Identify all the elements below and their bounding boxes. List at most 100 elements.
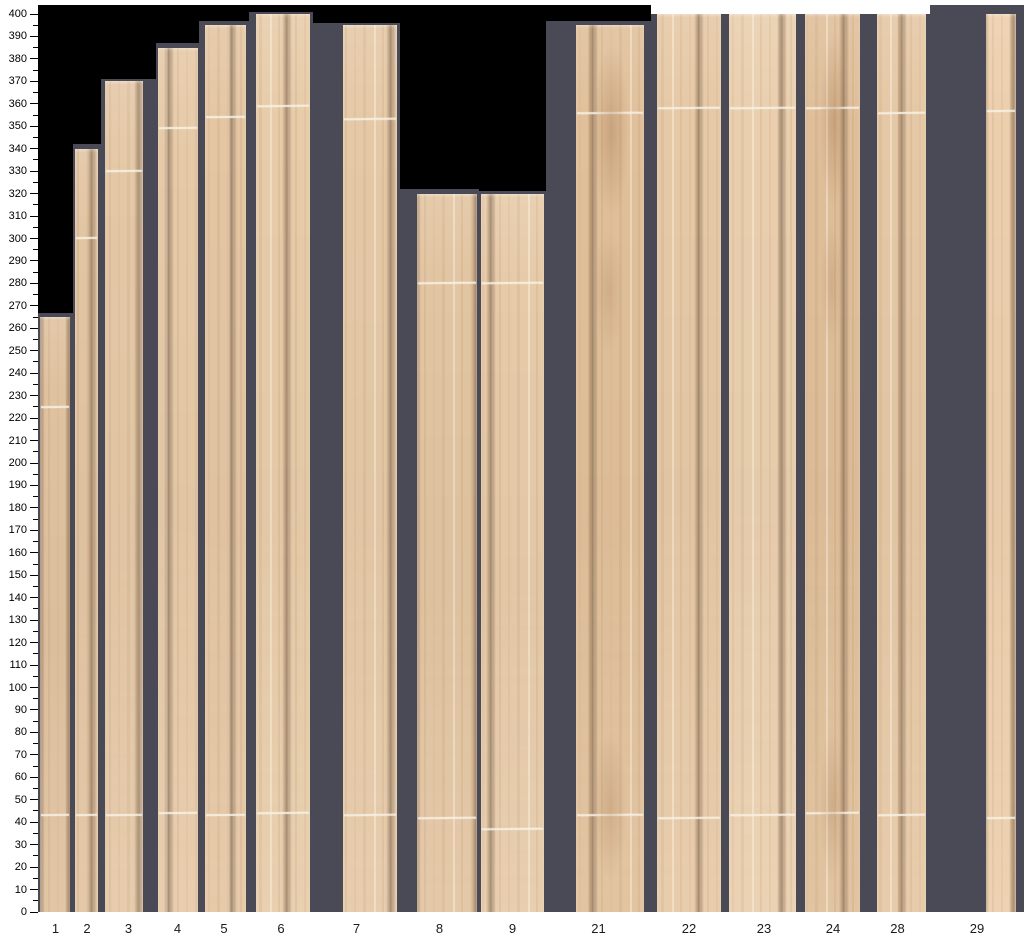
chalk-mark [105,814,143,817]
y-tick-label: 370 [8,75,27,88]
chalk-mark [417,816,477,819]
chalk-mark [205,116,246,119]
y-minor-tick [33,496,38,498]
y-tick-label: 130 [8,614,27,627]
y-major-tick [30,395,38,397]
y-tick-label: 290 [8,254,27,267]
y-tick-label: 10 [14,883,27,896]
plank-photo-strip [727,14,801,912]
y-major-tick [30,417,38,419]
y-tick-label: 20 [14,861,27,874]
y-minor-tick [33,832,38,834]
y-minor-tick [33,24,38,26]
y-tick-label: 340 [8,142,27,155]
x-tick-label: 4 [173,921,182,936]
y-major-tick [30,754,38,756]
chalk-mark [481,282,544,285]
y-minor-tick [33,653,38,655]
y-major-tick [30,13,38,15]
plank-photo-strip [199,20,249,912]
plank-photo-strip [865,14,930,912]
y-minor-tick [33,698,38,700]
y-minor-tick [33,204,38,206]
chalk-mark [986,816,1016,819]
x-tick-label: 7 [352,921,361,936]
chalk-mark [657,816,721,819]
y-major-tick [30,799,38,801]
plank [205,25,246,912]
y-minor-tick [33,136,38,138]
y-major-tick [30,170,38,172]
y-minor-tick [33,585,38,587]
chalk-mark [729,106,796,110]
chalk-mark [105,169,143,173]
y-minor-tick [33,47,38,49]
y-minor-tick [33,249,38,251]
y-major-tick [30,125,38,127]
y-major-tick [30,193,38,195]
y-minor-tick [33,226,38,228]
y-tick-label: 390 [8,30,27,43]
y-minor-tick [33,743,38,745]
y-major-tick [30,35,38,37]
y-major-tick [30,911,38,913]
plank-photo-strip [479,191,546,912]
y-major-tick [30,889,38,891]
y-tick-label: 220 [8,412,27,425]
x-tick-label: 22 [681,921,697,936]
plank-photo-strip [400,189,479,912]
y-major-tick [30,148,38,150]
y-minor-tick [33,877,38,879]
y-major-tick [30,664,38,666]
plank [158,47,198,912]
y-tick-label: 190 [8,479,27,492]
chalk-mark [40,814,70,817]
y-major-tick [30,58,38,60]
y-minor-tick [33,383,38,385]
plank [343,25,397,912]
x-tick-label: 21 [591,921,606,936]
plank [105,81,143,912]
y-major-tick [30,709,38,711]
y-major-tick [30,80,38,82]
chalk-mark [158,127,198,130]
y-minor-tick [33,788,38,790]
plank [417,193,477,912]
y-minor-tick [33,271,38,273]
plank-photo-strip [73,144,101,912]
y-minor-tick [33,294,38,296]
y-major-tick [30,507,38,509]
y-major-tick [30,327,38,329]
x-tick-label: 28 [890,921,905,936]
y-tick-label: 230 [8,389,27,402]
chalk-mark [877,814,926,817]
y-minor-tick [33,181,38,183]
y-tick-label: 30 [14,838,27,851]
y-major-tick [30,484,38,486]
y-tick-label: 60 [14,771,27,784]
y-major-tick [30,372,38,374]
chalk-mark [40,405,70,408]
y-major-tick [30,103,38,105]
x-tick-label: 2 [83,921,91,936]
y-minor-tick [33,541,38,543]
chalk-mark [158,812,198,815]
chalk-mark [256,811,310,815]
y-major-tick [30,462,38,464]
y-major-tick [30,821,38,823]
y-minor-tick [33,159,38,161]
plank [481,193,544,912]
chalk-mark [986,109,1016,112]
x-tick-label: 6 [277,921,285,936]
y-minor-tick [33,630,38,632]
y-major-tick [30,238,38,239]
chalk-mark [576,814,644,817]
y-minor-tick [33,675,38,677]
chalk-mark [75,814,98,817]
y-tick-label: 300 [8,232,27,245]
chalk-mark [417,282,477,285]
y-tick-label: 380 [8,52,27,65]
y-tick-label: 150 [8,569,27,582]
y-tick-label: 280 [8,277,27,290]
